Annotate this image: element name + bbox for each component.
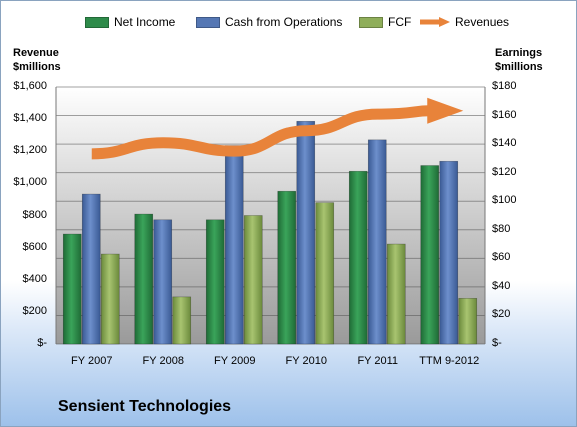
category-label: TTM 9-2012 — [419, 355, 480, 367]
category-label: FY 2008 — [142, 355, 184, 367]
right-tick-label: $60 — [492, 251, 511, 264]
right-tick-label: $120 — [492, 165, 517, 178]
right-tick-label: $- — [492, 337, 502, 349]
fcf-bar — [243, 215, 263, 345]
left-tick-label: $- — [37, 337, 47, 349]
revenues-arrowhead — [427, 97, 464, 124]
left-axis-title: Revenue $millions — [13, 46, 61, 74]
legend: Net Income Cash from Operations FCF Reve… — [1, 15, 577, 35]
left-tick-label: $200 — [22, 304, 47, 317]
legend-fcf: FCF — [359, 15, 411, 29]
left-tick-label: $1,400 — [13, 112, 47, 125]
right-axis-title: Earnings $millions — [495, 46, 543, 74]
legend-cash-ops: Cash from Operations — [196, 15, 342, 29]
net-income-bar — [62, 233, 82, 345]
left-axis-title-line1: Revenue — [13, 47, 59, 59]
net-income-bar — [134, 213, 154, 345]
right-tick-label: $100 — [492, 194, 517, 207]
cash-ops-bar — [439, 160, 459, 345]
cash-ops-bar — [153, 219, 173, 345]
net-income-bar — [205, 219, 225, 345]
fcf-bar — [386, 243, 406, 345]
legend-net-income-label: Net Income — [114, 15, 176, 29]
right-tick-label: $140 — [492, 137, 517, 150]
net-income-bar — [420, 165, 440, 345]
right-tick-label: $180 — [492, 80, 517, 92]
net-income-bar — [348, 170, 368, 345]
net-income-swatch — [85, 16, 109, 28]
legend-fcf-label: FCF — [388, 15, 412, 29]
fcf-swatch — [359, 16, 383, 28]
right-tick-label: $80 — [492, 222, 511, 235]
left-tick-label: $800 — [22, 208, 47, 221]
cash-ops-bar — [81, 193, 101, 345]
right-tick-label: $40 — [492, 279, 511, 292]
legend-net-income: Net Income — [85, 15, 175, 29]
legend-revenues: Revenues — [419, 15, 509, 29]
company-name: Sensient Technologies — [58, 398, 232, 415]
left-tick-label: $1,600 — [13, 80, 47, 92]
left-tick-label: $400 — [22, 272, 47, 285]
left-tick-label: $1,000 — [13, 176, 47, 189]
fcf-bar — [458, 298, 478, 345]
left-tick-label: $600 — [22, 240, 47, 253]
revenues-arrow-swatch — [420, 17, 450, 27]
plot-background — [56, 87, 485, 344]
left-axis-title-line2: $millions — [13, 61, 61, 73]
legend-revenues-label: Revenues — [455, 15, 510, 29]
net-income-bar — [277, 190, 297, 345]
fcf-bar — [315, 202, 335, 345]
left-tick-label: $1,200 — [13, 144, 47, 157]
category-label: FY 2011 — [357, 355, 399, 367]
fcf-bar — [172, 296, 192, 345]
category-label: FY 2010 — [285, 355, 327, 367]
cash-ops-swatch — [196, 16, 220, 28]
legend-cash-ops-label: Cash from Operations — [225, 15, 343, 29]
right-axis-title-line1: Earnings — [495, 47, 543, 59]
revenues-line — [91, 105, 430, 160]
right-tick-label: $160 — [492, 108, 517, 121]
category-label: FY 2009 — [214, 355, 256, 367]
cash-ops-bar — [224, 145, 244, 345]
category-label: FY 2007 — [71, 355, 113, 367]
right-axis-title-line2: $millions — [495, 61, 543, 73]
fcf-bar — [100, 253, 120, 345]
cash-ops-bar — [296, 120, 316, 345]
right-tick-label: $20 — [492, 308, 511, 321]
cash-ops-bar — [367, 139, 387, 345]
